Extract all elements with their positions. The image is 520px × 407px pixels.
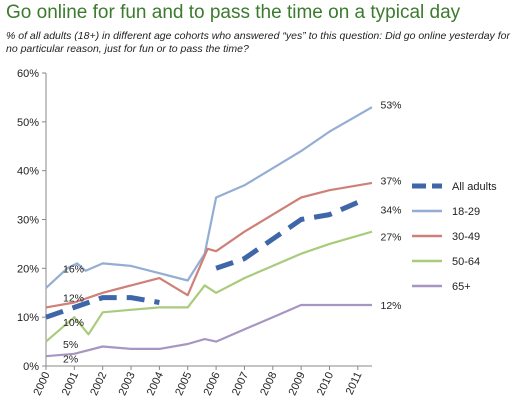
- chart-subtitle: % of all adults (18+) in different age c…: [6, 30, 510, 55]
- data-label: 12%: [63, 293, 84, 305]
- x-tick-label: 2000: [31, 370, 52, 397]
- legend-label-all-adults: All adults: [452, 181, 497, 193]
- data-label: 53%: [381, 100, 402, 112]
- data-label: 37%: [381, 175, 402, 187]
- series-line-18-29: [45, 106, 373, 289]
- y-tick-label: 50%: [17, 117, 39, 129]
- x-tick-label: 2006: [202, 370, 223, 397]
- series-line-30-49: [45, 181, 373, 309]
- x-tick-label: 2001: [60, 370, 81, 397]
- x-tick-label: 2004: [145, 370, 166, 397]
- legend-label-65-: 65+: [452, 281, 471, 293]
- data-label: 16%: [63, 263, 84, 275]
- x-tick-label: 2010: [315, 370, 336, 397]
- x-tick-label: 2005: [173, 370, 194, 397]
- data-label: 27%: [381, 232, 402, 244]
- legend-label-50-64: 50-64: [452, 256, 480, 268]
- y-tick-label: 30%: [17, 215, 39, 227]
- y-tick-label: 10%: [17, 312, 39, 324]
- x-tick-label: 2011: [344, 370, 365, 397]
- data-label: 5%: [63, 339, 78, 351]
- y-tick-label: 40%: [17, 166, 39, 178]
- legend-label-18-29: 18-29: [452, 206, 480, 218]
- x-tick-label: 2003: [117, 370, 138, 397]
- y-tick-label: 0%: [23, 361, 39, 373]
- series-line-all-adults: [45, 295, 160, 320]
- data-label: 12%: [381, 300, 402, 312]
- chart-title: Go online for fun and to pass the time o…: [6, 2, 461, 23]
- x-tick-label: 2008: [258, 370, 279, 397]
- data-label: 2%: [63, 354, 78, 366]
- x-tick-label: 2007: [230, 370, 251, 397]
- x-tick-label: 2009: [287, 370, 308, 397]
- y-tick-label: 60%: [17, 68, 39, 80]
- data-label: 34%: [381, 205, 402, 217]
- x-tick-label: 2002: [88, 370, 109, 397]
- y-tick-label: 20%: [17, 263, 39, 275]
- series-line-50-64: [45, 230, 373, 343]
- data-label: 10%: [63, 317, 84, 329]
- series-line-65-: [45, 303, 372, 358]
- legend-label-30-49: 30-49: [452, 231, 480, 243]
